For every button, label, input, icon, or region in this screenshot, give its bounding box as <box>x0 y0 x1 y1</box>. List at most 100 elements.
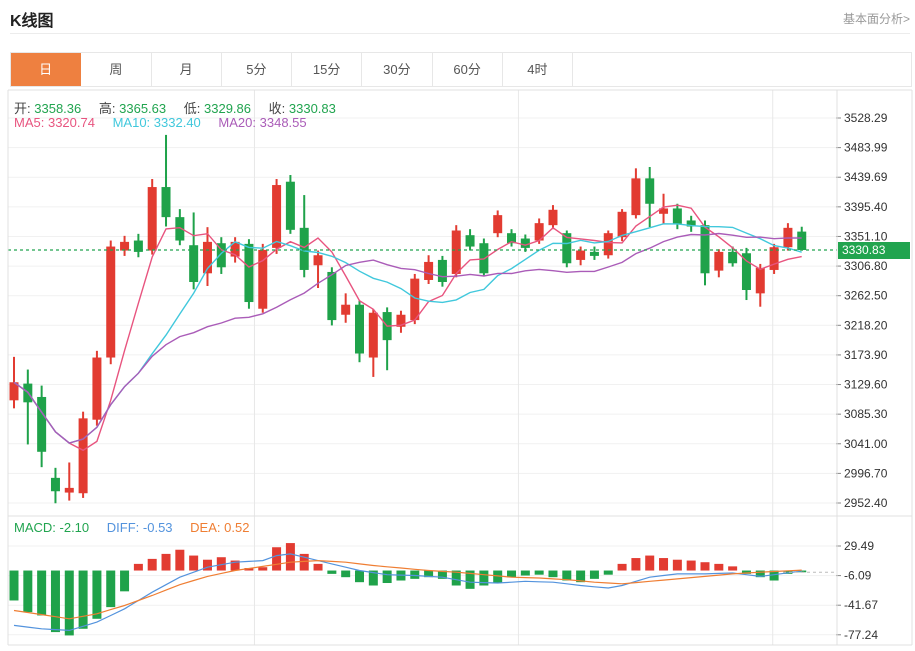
macd-bar <box>299 553 309 571</box>
candle <box>272 179 282 254</box>
tab-5min[interactable]: 5分 <box>221 53 292 86</box>
candle <box>368 309 378 377</box>
candle <box>120 235 130 256</box>
candle <box>202 227 212 286</box>
svg-text:2996.70: 2996.70 <box>844 466 888 480</box>
candle <box>341 293 351 323</box>
macd-bar <box>410 570 420 579</box>
candle <box>230 237 240 263</box>
svg-text:3041.00: 3041.00 <box>844 437 888 451</box>
macd-layer <box>9 543 837 636</box>
svg-text:3173.90: 3173.90 <box>844 348 888 362</box>
svg-text:3085.30: 3085.30 <box>844 407 888 421</box>
macd-bar <box>534 570 544 575</box>
macd-bar <box>714 563 724 571</box>
candle <box>617 209 627 242</box>
candle <box>133 233 143 258</box>
macd-bar <box>327 570 337 574</box>
macd-bar <box>106 570 116 608</box>
tab-week[interactable]: 周 <box>81 53 152 86</box>
candle <box>755 263 765 307</box>
macd-bar <box>23 570 33 613</box>
macd-bar <box>451 570 461 586</box>
candle <box>216 237 226 274</box>
tab-4hour[interactable]: 4时 <box>502 53 573 86</box>
candle <box>714 249 724 278</box>
candle <box>396 310 406 333</box>
macd-bar <box>479 570 489 586</box>
macd-bar <box>120 570 130 592</box>
dea-value-readout: DEA: 0.52 <box>190 520 250 535</box>
macd-bar <box>645 555 655 571</box>
candle <box>548 205 558 230</box>
macd-bar <box>50 570 60 633</box>
ma-readout: MA5: 3320.74 MA10: 3332.40 MA20: 3348.55 <box>14 115 321 130</box>
tab-15min[interactable]: 15分 <box>292 53 363 86</box>
diff-value-readout: DIFF: -0.53 <box>106 520 173 535</box>
macd-bar <box>465 570 475 589</box>
diff-line <box>13 553 802 632</box>
macd-bar <box>78 570 88 629</box>
close-readout: 收: 3330.83 <box>268 101 336 116</box>
candle <box>64 462 74 501</box>
macd-bar <box>617 563 627 571</box>
macd-bar <box>341 570 351 578</box>
macd-bar <box>313 563 323 571</box>
candle <box>783 223 793 251</box>
fundamental-analysis-link[interactable]: 基本面分析> <box>842 12 910 26</box>
svg-text:-6.09: -6.09 <box>844 569 872 583</box>
macd-bar <box>589 570 599 579</box>
tab-month[interactable]: 月 <box>151 53 222 86</box>
macd-bar <box>686 560 696 571</box>
candle <box>244 239 254 309</box>
candles-layer <box>9 134 807 504</box>
candle <box>92 350 102 426</box>
ma5-line <box>13 204 802 452</box>
macd-bar <box>755 570 765 578</box>
macd-bar <box>603 570 613 575</box>
macd-bar <box>285 543 295 571</box>
macd-bar <box>133 563 143 571</box>
ma20-readout: MA20: 3348.55 <box>218 115 307 130</box>
tab-day[interactable]: 日 <box>11 53 82 86</box>
candle <box>161 134 171 227</box>
candle <box>562 230 572 268</box>
macd-bar <box>175 549 185 571</box>
candle <box>327 267 337 326</box>
macd-bar <box>258 567 268 571</box>
macd-bar <box>244 568 254 571</box>
tab-30min[interactable]: 30分 <box>362 53 433 86</box>
candle <box>520 234 530 252</box>
macd-readout: MACD: -2.10 DIFF: -0.53 DEA: 0.52 <box>14 520 263 535</box>
page-title: K线图 <box>10 13 54 30</box>
svg-text:29.49: 29.49 <box>844 539 874 553</box>
period-tabbar: 日周月 5分 15分 30分 60分 4时 <box>10 52 912 87</box>
candle <box>313 250 323 289</box>
svg-text:3483.99: 3483.99 <box>844 141 888 155</box>
macd-bar <box>493 570 503 584</box>
macd-bar <box>147 558 157 571</box>
candle <box>769 243 779 274</box>
ma5-readout: MA5: 3320.74 <box>14 115 95 130</box>
macd-bar <box>741 570 751 574</box>
candle <box>258 243 268 313</box>
ohlc-readout: 开: 3358.36 高: 3365.63 低: 3329.86 收: 3330… <box>14 98 350 117</box>
candle <box>355 300 364 363</box>
macd-bar <box>700 562 710 571</box>
candle <box>741 247 751 301</box>
macd-bar <box>189 555 199 571</box>
tab-60min[interactable]: 60分 <box>432 53 503 86</box>
macd-bar <box>562 570 572 581</box>
macd-bar <box>92 570 102 619</box>
macd-bar <box>728 566 738 571</box>
candle <box>465 229 475 251</box>
macd-bar <box>216 557 226 571</box>
dea-line <box>13 559 802 620</box>
candle <box>37 385 47 468</box>
svg-text:3306.80: 3306.80 <box>844 259 888 273</box>
candle <box>645 166 655 228</box>
candle <box>631 168 641 219</box>
candle <box>23 369 33 445</box>
